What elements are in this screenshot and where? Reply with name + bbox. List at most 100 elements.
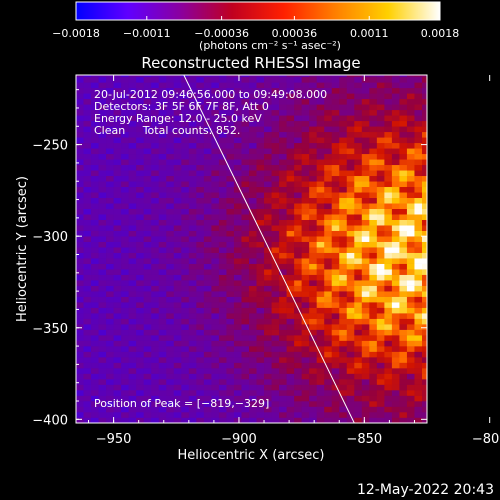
heatmap-cell	[316, 230, 325, 237]
heatmap-cell	[324, 362, 333, 369]
heatmap-cell	[279, 192, 287, 199]
heatmap-cell	[166, 302, 175, 308]
heatmap-cell	[173, 412, 182, 418]
heatmap-cell	[98, 181, 107, 188]
heatmap-cell	[331, 335, 340, 341]
heatmap-cell	[339, 153, 348, 160]
heatmap-cell	[83, 340, 92, 347]
heatmap-cell	[106, 120, 114, 127]
heatmap-cell	[294, 313, 302, 319]
heatmap-cell	[76, 390, 84, 396]
heatmap-cell	[376, 159, 385, 166]
heatmap-cell	[76, 115, 84, 122]
heatmap-cell	[121, 131, 129, 138]
heatmap-cell	[286, 219, 295, 226]
heatmap-cell	[324, 175, 333, 182]
heatmap-cell	[339, 280, 348, 286]
heatmap-cell	[173, 379, 182, 385]
heatmap-cell	[354, 75, 363, 78]
heatmap-cell	[264, 126, 272, 133]
heatmap-cell	[271, 181, 280, 188]
heatmap-cell	[196, 87, 205, 94]
heatmap-cell	[414, 208, 423, 215]
heatmap-cell	[181, 263, 190, 270]
heatmap-cell	[339, 263, 348, 270]
heatmap-cell	[128, 75, 137, 78]
heatmap-cell	[414, 241, 423, 248]
heatmap-cell	[218, 137, 227, 144]
heatmap-cell	[264, 142, 272, 149]
heatmap-cell	[414, 351, 423, 358]
heatmap-cell	[301, 384, 310, 391]
heatmap-cell	[316, 181, 325, 188]
heatmap-cell	[279, 395, 287, 402]
heatmap-cell	[406, 401, 415, 407]
heatmap-cell	[369, 208, 378, 215]
heatmap-cell	[91, 296, 99, 303]
heatmap-cell	[279, 225, 287, 231]
heatmap-cell	[151, 357, 160, 363]
heatmap-cell	[151, 170, 160, 177]
heatmap-cell	[203, 412, 212, 418]
heatmap-cell	[256, 307, 265, 314]
heatmap-cell	[369, 406, 378, 413]
heatmap-cell	[196, 318, 205, 325]
heatmap-cell	[376, 269, 385, 275]
heatmap-cell	[113, 175, 122, 182]
heatmap-cell	[211, 258, 220, 264]
heatmap-cell	[128, 362, 137, 369]
heatmap-cell	[354, 181, 363, 188]
heatmap-cell	[203, 258, 212, 264]
heatmap-cell	[106, 192, 114, 199]
heatmap-cell	[76, 241, 84, 248]
heatmap-cell	[264, 131, 272, 138]
heatmap-cell	[384, 153, 393, 160]
heatmap-cell	[316, 285, 325, 292]
heatmap-cell	[211, 82, 220, 89]
heatmap-cell	[309, 148, 317, 155]
heatmap-cell	[286, 390, 295, 396]
heatmap-cell	[226, 197, 235, 204]
heatmap-cell	[384, 164, 393, 171]
heatmap-cell	[143, 115, 152, 122]
footer-timestamp: 12-May-2022 20:43	[357, 482, 494, 498]
heatmap-cell	[121, 192, 129, 199]
heatmap-cell	[76, 126, 84, 133]
heatmap-cell	[361, 307, 370, 314]
heatmap-cell	[83, 82, 92, 89]
heatmap-cell	[98, 379, 107, 385]
colorbar-ticks: −0.0018 −0.0011 −0.00036 0.00036 0.0011 0.001…	[52, 16, 459, 40]
heatmap-cell	[233, 340, 242, 347]
heatmap-cell	[158, 307, 167, 314]
heatmap-cell	[233, 258, 242, 264]
heatmap-cell	[256, 313, 265, 319]
heatmap-cell	[421, 142, 427, 149]
heatmap-cell	[218, 258, 227, 264]
heatmap-cell	[384, 379, 393, 385]
heatmap-cell	[218, 219, 227, 226]
heatmap-cell	[188, 247, 197, 253]
heatmap-cell	[128, 285, 137, 292]
heatmap-cell	[83, 120, 92, 127]
heatmap-cell	[309, 401, 317, 407]
heatmap-cell	[279, 329, 287, 336]
heatmap-cell	[391, 76, 400, 83]
heatmap-cell	[279, 263, 287, 270]
heatmap-cell	[279, 269, 287, 275]
heatmap-cell	[226, 98, 235, 105]
heatmap-cell	[286, 137, 295, 144]
heatmap-cell	[166, 93, 175, 100]
heatmap-cell	[166, 192, 175, 199]
heatmap-cell	[309, 313, 317, 319]
heatmap-cell	[121, 362, 129, 369]
heatmap-cell	[339, 313, 348, 319]
heatmap-cell	[226, 241, 235, 248]
heatmap-cell	[369, 203, 378, 209]
heatmap-cell	[233, 269, 242, 275]
heatmap-cell	[91, 417, 99, 423]
heatmap-cell	[414, 329, 423, 336]
heatmap-cell	[256, 75, 265, 78]
heatmap-cell	[384, 291, 393, 297]
heatmap-cell	[203, 75, 212, 78]
heatmap-cell	[406, 373, 415, 380]
